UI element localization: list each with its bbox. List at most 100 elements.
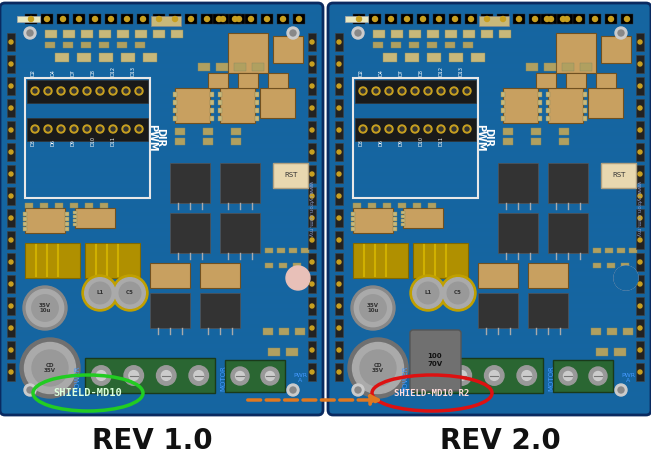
Bar [25, 208, 65, 233]
Bar [335, 72, 644, 76]
Bar [546, 116, 550, 121]
Circle shape [624, 16, 630, 21]
Bar [335, 77, 343, 95]
Circle shape [374, 127, 378, 131]
Bar [7, 168, 316, 172]
Bar [593, 248, 601, 253]
Text: D12: D12 [111, 66, 115, 76]
Bar [203, 138, 213, 145]
Circle shape [9, 150, 13, 154]
Bar [7, 88, 316, 92]
Circle shape [360, 295, 386, 321]
Text: D7: D7 [70, 69, 76, 76]
Bar [445, 30, 457, 38]
Bar [263, 328, 273, 335]
Bar [335, 64, 644, 68]
Bar [308, 55, 316, 73]
Text: D3: D3 [31, 139, 36, 146]
Circle shape [72, 127, 76, 131]
Circle shape [124, 89, 128, 93]
Circle shape [452, 89, 456, 93]
Bar [583, 108, 587, 113]
Bar [335, 376, 644, 380]
Bar [277, 248, 285, 253]
Circle shape [310, 370, 314, 374]
Circle shape [9, 326, 13, 330]
Bar [73, 223, 77, 226]
Text: D9: D9 [398, 139, 404, 146]
Circle shape [287, 27, 299, 39]
Circle shape [129, 371, 139, 380]
Bar [7, 200, 316, 204]
Circle shape [549, 16, 553, 21]
Bar [335, 136, 644, 140]
Bar [73, 211, 77, 214]
Bar [335, 280, 644, 284]
Circle shape [96, 371, 106, 380]
Circle shape [484, 366, 504, 385]
Bar [99, 42, 109, 48]
Bar [335, 400, 644, 404]
Bar [255, 92, 259, 97]
Bar [335, 16, 644, 20]
Bar [41, 14, 53, 24]
Bar [335, 184, 644, 188]
Circle shape [516, 16, 521, 21]
Circle shape [592, 16, 598, 21]
Circle shape [443, 278, 473, 308]
Bar [583, 100, 587, 105]
Bar [7, 184, 316, 188]
Bar [401, 215, 405, 218]
Bar [497, 14, 509, 24]
Circle shape [44, 125, 52, 133]
Circle shape [484, 16, 490, 21]
Circle shape [638, 348, 642, 352]
Text: 100
70V: 100 70V [428, 354, 443, 367]
Bar [7, 16, 316, 20]
Bar [335, 112, 644, 116]
Circle shape [231, 367, 249, 385]
Circle shape [372, 87, 380, 95]
Bar [55, 53, 69, 62]
Bar [526, 63, 538, 71]
Circle shape [352, 342, 404, 393]
Bar [636, 165, 644, 183]
Bar [636, 33, 644, 51]
Bar [220, 213, 260, 253]
Bar [198, 63, 210, 71]
Bar [273, 36, 303, 63]
Bar [373, 42, 383, 48]
Circle shape [217, 16, 221, 21]
Bar [636, 143, 644, 161]
Bar [7, 264, 316, 268]
Bar [405, 53, 419, 62]
Circle shape [287, 384, 299, 396]
Bar [596, 348, 608, 356]
Circle shape [413, 127, 417, 131]
Circle shape [413, 89, 417, 93]
Circle shape [119, 282, 141, 304]
Circle shape [400, 89, 404, 93]
Circle shape [469, 16, 473, 21]
Bar [218, 100, 222, 105]
Bar [413, 243, 468, 278]
Bar [308, 341, 316, 359]
Bar [150, 293, 190, 328]
Bar [7, 24, 316, 28]
Bar [99, 53, 113, 62]
Circle shape [44, 87, 52, 95]
Bar [385, 14, 397, 24]
Circle shape [387, 89, 391, 93]
Circle shape [96, 87, 104, 95]
Bar [308, 165, 316, 183]
Bar [117, 42, 127, 48]
Circle shape [46, 127, 50, 131]
Circle shape [204, 16, 210, 21]
Bar [289, 248, 297, 253]
Circle shape [111, 89, 115, 93]
Bar [335, 168, 644, 172]
Bar [345, 16, 368, 22]
Circle shape [85, 127, 89, 131]
Text: RST: RST [613, 172, 626, 178]
Text: D9: D9 [70, 139, 76, 146]
